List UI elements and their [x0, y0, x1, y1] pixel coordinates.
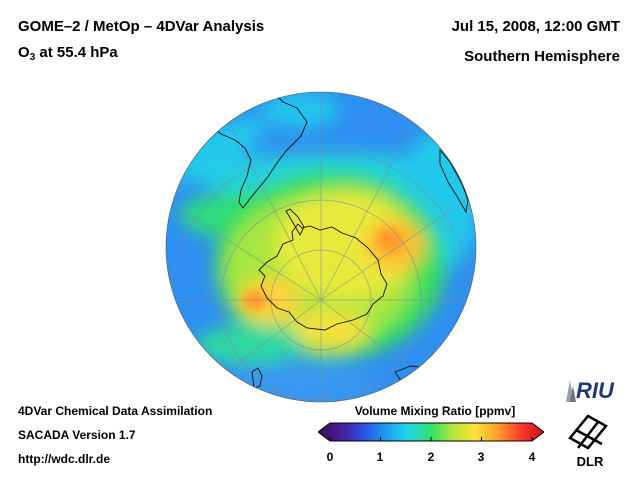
colorbar: [318, 422, 544, 442]
colorbar-tick-label: 0: [326, 450, 334, 464]
colorbar-title: Volume Mixing Ratio [ppmv]: [354, 404, 516, 418]
colorbar-tick-label: 1: [376, 450, 384, 464]
svg-text:DLR: DLR: [577, 454, 604, 469]
south-america-coast: [204, 92, 308, 209]
riu-logo: RIU: [566, 378, 615, 403]
map-title: GOME–2 / MetOp – 4DVar Analysis: [18, 18, 265, 35]
antarctic-peninsula: [285, 208, 305, 236]
footer-url: http://wdc.dlr.de: [18, 452, 110, 466]
colorbar-tick-label: 4: [528, 450, 536, 464]
antarctica-coast: [258, 223, 388, 331]
ozone-field: [166, 92, 476, 402]
map-region: Southern Hemisphere: [464, 48, 620, 65]
colorbar-tick-label: 2: [427, 450, 435, 464]
svg-text:RIU: RIU: [576, 378, 615, 403]
dlr-logo: DLR: [568, 414, 608, 469]
new-zealand-coast: [251, 367, 263, 389]
footer-version: SACADA Version 1.7: [18, 428, 136, 442]
globe-outline: [165, 91, 477, 403]
map-date: Jul 15, 2008, 12:00 GMT: [451, 18, 620, 35]
colorbar-tick-label: 3: [477, 450, 485, 464]
map-subtitle: O3 at 55.4 hPa: [18, 44, 118, 63]
africa-coast: [439, 148, 469, 214]
footer-assimilation: 4DVar Chemical Data Assimilation: [18, 404, 213, 418]
